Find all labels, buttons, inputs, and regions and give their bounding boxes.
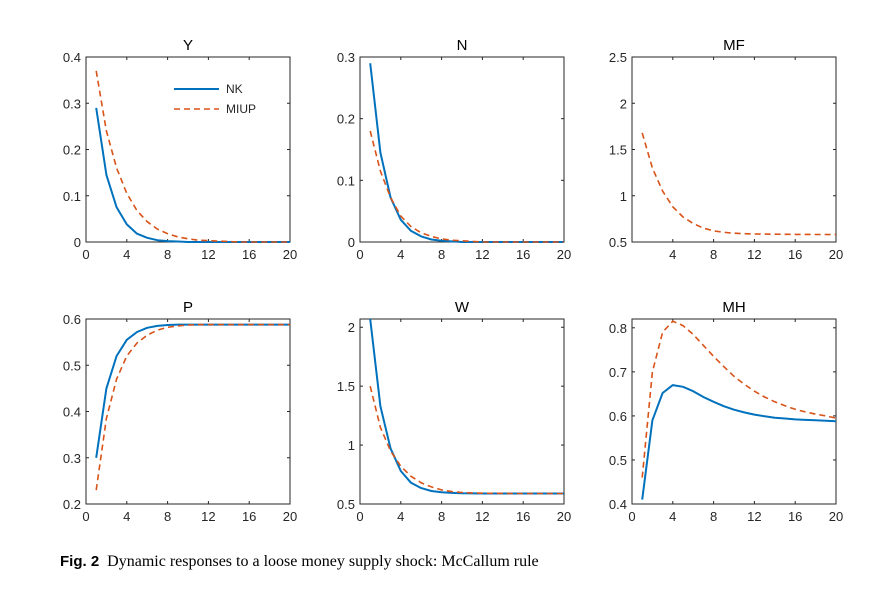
x-tick-label: 20: [829, 247, 843, 262]
x-tick-label: 20: [829, 509, 843, 524]
y-tick-label: 0.6: [609, 409, 627, 424]
x-tick-label: 20: [283, 509, 297, 524]
legend-label-miup: MIUP: [226, 102, 256, 116]
y-tick-label: 0.4: [63, 405, 81, 420]
x-tick-label: 16: [788, 509, 802, 524]
x-tick-label: 16: [516, 247, 530, 262]
y-tick-label: 0.5: [337, 497, 355, 512]
x-tick-label: 4: [397, 509, 404, 524]
x-tick-label: 16: [242, 247, 256, 262]
x-tick-label: 4: [397, 247, 404, 262]
y-tick-label: 0.5: [609, 453, 627, 468]
x-tick-label: 12: [747, 509, 761, 524]
x-tick-label: 20: [557, 509, 571, 524]
x-tick-label: 12: [201, 509, 215, 524]
x-tick-label: 16: [516, 509, 530, 524]
x-tick-label: 16: [242, 509, 256, 524]
y-tick-label: 0: [348, 235, 355, 250]
x-tick-label: 16: [788, 247, 802, 262]
panel-title-mf: MF: [723, 37, 745, 54]
y-tick-label: 1.5: [609, 143, 627, 158]
panel-title-n: N: [457, 37, 468, 54]
y-tick-label: 0.1: [63, 189, 81, 204]
series-line-miup: [641, 132, 837, 236]
x-tick-label: 0: [82, 247, 89, 262]
x-tick-label: 4: [669, 247, 676, 262]
x-tick-label: 4: [123, 509, 130, 524]
x-tick-label: 20: [557, 247, 571, 262]
y-tick-label: 2: [620, 96, 627, 111]
axes-box: [359, 318, 565, 505]
x-tick-label: 8: [438, 247, 445, 262]
panel-p: 0 4 8 12 16 20 0.2 0.3 0.4 0.5 0.6 P: [63, 299, 297, 524]
x-tick-label: 8: [710, 509, 717, 524]
series-line-miup: [369, 130, 564, 243]
series-line-miup: [95, 70, 290, 243]
x-tick-label: 0: [628, 509, 635, 524]
legend-label-nk: NK: [226, 82, 243, 96]
x-tick-label: 0: [356, 247, 363, 262]
x-tick-label: 20: [283, 247, 297, 262]
series-line-miup: [95, 323, 290, 491]
axes-box: [631, 318, 837, 505]
y-tick-label: 0.4: [609, 497, 627, 512]
y-tick-label: 0.3: [63, 451, 81, 466]
y-tick-label: 0.7: [609, 365, 627, 380]
y-tick-label: 0.3: [337, 50, 355, 65]
y-tick-label: 0.8: [609, 321, 627, 336]
series-line-nk: [369, 63, 564, 243]
y-tick-label: 0.2: [63, 143, 81, 158]
x-tick-label: 8: [438, 509, 445, 524]
series-line-nk: [95, 107, 290, 243]
panel-y: 0 4 8 12 16 20 0 0.1 0.2 0.3 0.4 Y NK MIUP: [63, 37, 297, 262]
y-tick-label: 0.5: [609, 235, 627, 250]
y-tick-label: 2: [348, 320, 355, 335]
x-tick-label: 12: [747, 247, 761, 262]
y-tick-label: 0.6: [63, 312, 81, 327]
x-tick-label: 8: [164, 509, 171, 524]
x-tick-label: 4: [669, 509, 676, 524]
caption-text: Dynamic responses to a loose money suppl…: [107, 553, 539, 570]
panel-title-p: P: [183, 299, 193, 316]
series-line-nk: [641, 384, 837, 500]
y-tick-label: 0: [74, 235, 81, 250]
y-tick-label: 0.3: [63, 96, 81, 111]
x-tick-label: 12: [475, 247, 489, 262]
panel-title-mh: MH: [722, 299, 745, 316]
panel-mh: 0 4 8 12 16 20 0.4 0.5 0.6 0.7 0.8 MH: [609, 299, 843, 524]
series-line-miup: [369, 386, 564, 495]
x-tick-label: 12: [475, 509, 489, 524]
x-tick-label: 8: [710, 247, 717, 262]
y-tick-label: 0.2: [337, 112, 355, 127]
y-tick-label: 0.4: [63, 50, 81, 65]
panel-mf: 4 8 12 16 20 0.5 1 1.5 2 2.5 MF: [609, 37, 843, 262]
panel-n: 0 4 8 12 16 20 0 0.1 0.2 0.3 N: [337, 37, 571, 262]
panel-title-w: W: [455, 299, 470, 316]
x-tick-label: 8: [164, 247, 171, 262]
figure-caption: Fig. 2 Dynamic responses to a loose money…: [60, 553, 539, 571]
caption-label: Fig. 2: [60, 553, 100, 570]
y-tick-label: 1: [348, 438, 355, 453]
y-tick-label: 0.1: [337, 173, 355, 188]
x-tick-label: 0: [82, 509, 89, 524]
y-tick-label: 0.2: [63, 497, 81, 512]
panel-title-y: Y: [183, 37, 193, 54]
y-tick-label: 1.5: [337, 379, 355, 394]
y-tick-label: 1: [620, 189, 627, 204]
y-tick-label: 0.5: [63, 358, 81, 373]
panel-w: 0 4 8 12 16 20 0.5 1 1.5 2 W: [337, 299, 571, 524]
series-line-miup: [641, 320, 837, 478]
y-tick-label: 2.5: [609, 50, 627, 65]
x-tick-label: 12: [201, 247, 215, 262]
x-tick-label: 0: [356, 509, 363, 524]
x-tick-label: 4: [123, 247, 130, 262]
